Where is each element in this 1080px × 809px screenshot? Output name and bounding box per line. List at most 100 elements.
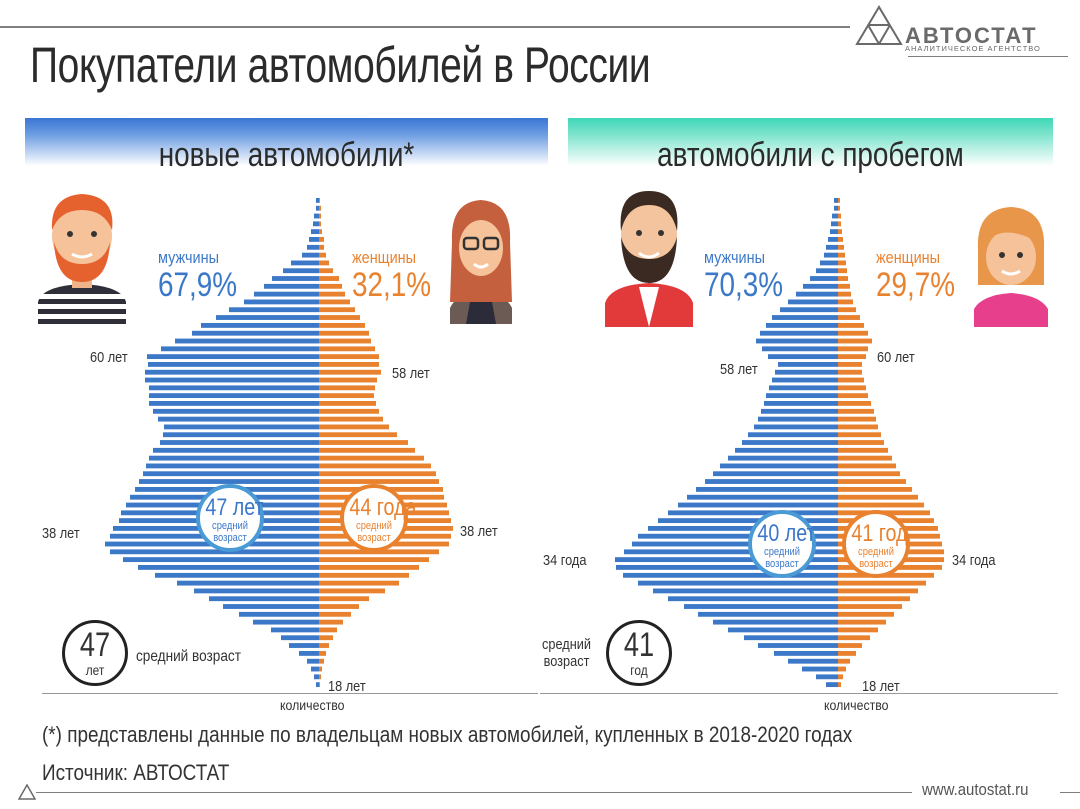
used-male-bar-age-29 <box>668 596 838 602</box>
used-overall-avg-badge: 41 год <box>606 620 672 686</box>
new-male-bar-age-70 <box>272 276 319 281</box>
new-female-bar-age-23 <box>319 643 329 648</box>
used-male-bar-age-54 <box>764 401 838 406</box>
new-female-bar-age-55 <box>319 393 374 399</box>
new-male-bar-age-56 <box>149 385 319 391</box>
used-male-share: мужчины 70,3% <box>704 248 800 305</box>
new-male-bar-age-32 <box>155 572 319 578</box>
used-female-bar-age-52 <box>838 416 876 422</box>
used-female-share: женщины 29,7% <box>876 248 972 305</box>
new-female-bar-age-45 <box>319 471 436 477</box>
new-male-label: мужчины <box>158 248 219 267</box>
logo-subtitle: АНАЛИТИЧЕСКОЕ АГЕНТСТВО <box>905 44 1041 53</box>
new-male-bar-age-71 <box>283 268 319 274</box>
used-male-bar-age-63 <box>760 330 838 336</box>
used-male-bar-age-48 <box>735 447 838 453</box>
new-female-bar-age-59 <box>319 362 379 367</box>
new-female-bar-age-62 <box>319 338 371 344</box>
female-avatar-icon <box>450 200 512 324</box>
new-male-bar-age-66 <box>229 307 319 313</box>
new-male-bar-age-31 <box>177 580 319 586</box>
new-female-bar-age-20 <box>319 666 322 672</box>
new-male-bar-age-47 <box>149 455 319 461</box>
used-female-bar-age-26 <box>838 619 886 625</box>
footnote: (*) представлены данные по владельцам но… <box>42 722 853 747</box>
panel-header-used-label: автомобили с пробегом <box>657 136 964 174</box>
website-link[interactable]: www.autostat.ru <box>922 780 1029 799</box>
new-male-bar-age-76 <box>311 229 319 235</box>
new-male-bar-age-53 <box>153 408 319 414</box>
new-female-bar-age-57 <box>319 377 377 383</box>
used-male-bar-age-25 <box>728 627 838 633</box>
used-female-bar-age-25 <box>838 627 878 633</box>
new-female-bar-age-69 <box>319 283 342 289</box>
used-female-bar-age-55 <box>838 393 868 399</box>
used-male-bar-age-26 <box>713 619 838 625</box>
used-female-bar-age-41 <box>838 502 924 508</box>
used-female-avg-badge: 41 год средний возраст <box>842 510 910 578</box>
used-female-peak-bottom-label: 34 года <box>952 552 996 569</box>
used-female-bar-age-21 <box>838 658 850 664</box>
used-female-bar-age-49 <box>838 440 884 445</box>
new-female-peak-top-label: 58 лет <box>392 365 430 382</box>
new-male-bar-age-49 <box>160 440 319 445</box>
new-female-bar-age-71 <box>319 268 333 274</box>
new-xlabel: количество <box>280 697 345 713</box>
used-female-bar-age-60 <box>838 354 866 360</box>
used-male-bar-age-76 <box>830 229 838 235</box>
new-male-bar-age-27 <box>239 611 319 617</box>
male-bearded-avatar-icon <box>605 191 693 327</box>
new-male-bar-age-58 <box>145 369 319 375</box>
used-male-bar-age-24 <box>744 635 838 641</box>
new-male-bar-age-22 <box>299 651 319 656</box>
used-female-bar-age-62 <box>838 338 872 344</box>
used-male-bar-age-57 <box>772 377 838 383</box>
used-male-bar-age-22 <box>774 651 838 656</box>
new-male-bar-age-80 <box>316 198 319 203</box>
used-male-bar-age-77 <box>831 221 838 227</box>
used-male-bar-age-52 <box>758 416 838 422</box>
used-male-bar-age-79 <box>834 205 838 211</box>
new-male-bar-age-24 <box>281 635 319 641</box>
new-female-share: женщины 32,1% <box>352 248 448 305</box>
new-male-bar-age-20 <box>311 666 319 672</box>
new-female-bar-age-65 <box>319 315 360 320</box>
new-male-bar-age-65 <box>216 315 319 320</box>
new-female-bar-age-73 <box>319 252 326 258</box>
used-female-bar-age-50 <box>838 432 881 438</box>
new-female-bar-age-28 <box>319 604 359 609</box>
used-female-bar-age-77 <box>838 221 841 227</box>
used-female-bar-age-48 <box>838 447 888 453</box>
used-female-bar-age-31 <box>838 580 926 586</box>
used-male-peak-top-label: 58 лет <box>720 361 758 378</box>
used-female-bar-age-23 <box>838 643 862 648</box>
new-female-bar-age-48 <box>319 447 415 453</box>
new-male-bar-age-67 <box>244 299 319 305</box>
used-male-bar-age-61 <box>762 346 838 352</box>
used-female-avg-caption: средний возраст <box>858 546 894 570</box>
used-male-peak-bottom-label: 34 года <box>543 552 587 569</box>
new-female-bar-age-58 <box>319 369 381 375</box>
female-young-avatar-icon <box>974 207 1048 327</box>
used-female-pct: 29,7% <box>876 266 956 304</box>
new-female-bar-age-26 <box>319 619 343 625</box>
used-male-bar-age-46 <box>720 463 838 469</box>
used-male-bar-age-45 <box>713 471 838 477</box>
new-female-bar-age-67 <box>319 299 350 305</box>
used-male-bar-age-42 <box>687 494 838 500</box>
used-male-bar-age-30 <box>653 588 838 594</box>
used-female-bar-age-27 <box>838 611 894 617</box>
new-male-bar-age-21 <box>307 658 319 664</box>
top-rule-right <box>908 56 1068 57</box>
new-female-bar-age-61 <box>319 346 375 352</box>
used-female-bar-age-63 <box>838 330 868 336</box>
new-male-bar-age-25 <box>271 627 319 633</box>
used-male-bar-age-58 <box>775 369 838 375</box>
source: Источник: АВТОСТАТ <box>42 760 230 785</box>
new-female-bar-age-72 <box>319 260 329 266</box>
used-male-bar-age-23 <box>758 643 838 648</box>
new-male-bar-age-34 <box>123 557 319 563</box>
used-male-bar-age-35 <box>624 549 838 555</box>
new-female-bar-age-64 <box>319 323 365 328</box>
used-male-bar-age-19 <box>816 674 838 680</box>
